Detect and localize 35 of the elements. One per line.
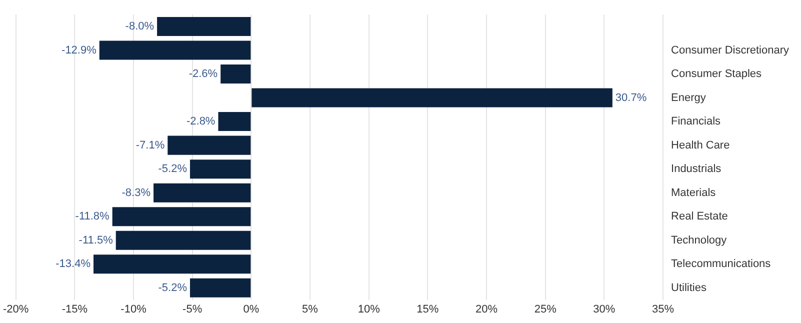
data-label: -11.8% — [75, 210, 110, 223]
y-tick-label: Materials — [671, 186, 716, 199]
x-tick-label: 15% — [416, 303, 439, 316]
y-tick-label: Real Estate — [671, 210, 728, 223]
x-tick-label: 20% — [476, 303, 498, 316]
x-tick-label: 25% — [534, 303, 557, 316]
data-label: -11.5% — [78, 234, 114, 246]
x-tick-label: -15% — [62, 303, 88, 316]
x-tick-label: 10% — [358, 303, 380, 316]
data-label: 30.7% — [615, 92, 647, 104]
data-label: -13.4% — [56, 258, 91, 270]
data-label: -2.8% — [186, 116, 216, 128]
y-tick-label: Industrials — [671, 163, 722, 176]
data-label: -8.3% — [122, 186, 151, 199]
data-label: -5.2% — [158, 163, 188, 176]
x-tick-label: 0% — [243, 303, 260, 316]
y-tick-label: Financials — [671, 116, 722, 128]
data-label: -12.9% — [62, 44, 97, 56]
x-tick-label: -10% — [120, 303, 147, 316]
y-tick-label: Consumer Staples — [671, 68, 762, 80]
x-tick-label: 5% — [302, 303, 318, 316]
y-tick-label: Health Care — [671, 139, 730, 152]
y-tick-label: Telecommunications — [671, 258, 772, 270]
y-tick-label: Utilities — [671, 282, 707, 294]
x-tick-label: -5% — [182, 303, 202, 316]
y-tick-label: Technology — [671, 234, 728, 246]
x-tick-label: -20% — [2, 303, 29, 316]
data-label: -5.2% — [158, 282, 188, 294]
y-tick-label: Energy — [671, 92, 706, 104]
data-label: -8.0% — [125, 20, 154, 33]
data-label: -7.1% — [136, 139, 165, 152]
x-tick-label: 35% — [652, 303, 674, 316]
data-label: -2.6% — [188, 68, 218, 80]
x-tick-label: 30% — [593, 303, 616, 316]
y-tick-label: Consumer Discretionary — [671, 44, 790, 56]
